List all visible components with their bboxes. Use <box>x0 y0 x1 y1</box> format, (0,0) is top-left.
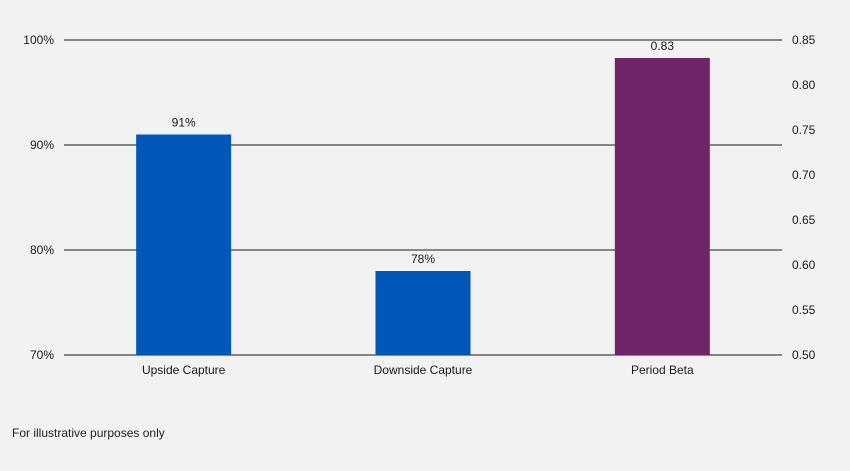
data-label: 91% <box>172 116 196 130</box>
right-axis-tick-label: 0.70 <box>792 168 816 182</box>
bar <box>614 58 710 355</box>
bar <box>375 271 471 355</box>
footnote: For illustrative purposes only <box>12 426 165 440</box>
right-axis-tick-label: 0.85 <box>792 33 816 47</box>
right-axis-tick-label: 0.55 <box>792 303 816 317</box>
category-label: Downside Capture <box>374 363 473 377</box>
data-label: 78% <box>411 252 435 266</box>
category-label: Period Beta <box>631 363 694 377</box>
data-label: 0.83 <box>651 39 675 53</box>
left-axis-tick-label: 80% <box>30 243 54 257</box>
right-axis-tick-label: 0.60 <box>792 258 816 272</box>
right-axis-tick-label: 0.80 <box>792 78 816 92</box>
left-axis-tick-label: 90% <box>30 138 54 152</box>
right-axis-tick-label: 0.65 <box>792 213 816 227</box>
bar <box>136 134 232 355</box>
right-axis-tick-label: 0.50 <box>792 348 816 362</box>
left-axis-tick-label: 100% <box>23 33 54 47</box>
left-axis-tick-label: 70% <box>30 348 54 362</box>
right-axis-tick-label: 0.75 <box>792 123 816 137</box>
category-label: Upside Capture <box>142 363 226 377</box>
